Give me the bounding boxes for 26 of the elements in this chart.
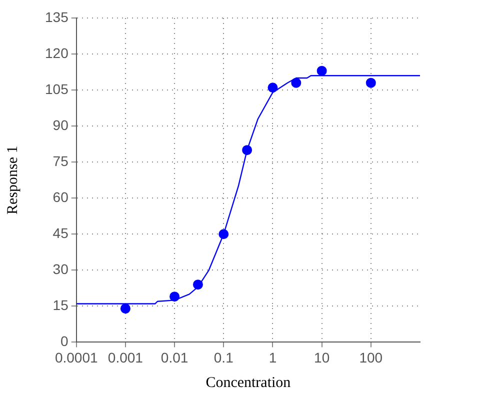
x-tick-label: 0.001 (108, 349, 144, 366)
y-tick-label: 90 (52, 116, 69, 133)
x-tick-label: 0.0001 (54, 349, 98, 366)
y-tick-label: 135 (45, 8, 69, 25)
y-tick-label: 0 (60, 333, 69, 350)
point (291, 78, 302, 88)
y-tick-label: 75 (52, 152, 69, 169)
x-tick-label: 0.1 (214, 349, 234, 366)
x-axis-title: Concentration (206, 374, 292, 391)
point (218, 229, 229, 240)
point (170, 292, 180, 302)
y-axis-title: Response 1 (4, 146, 21, 214)
point (316, 66, 327, 76)
x-tick-label: 1 (268, 349, 277, 366)
y-tick-label: 45 (52, 224, 69, 241)
point (192, 280, 203, 290)
point (242, 145, 252, 156)
y-tick-label: 15 (52, 297, 69, 314)
y-tick-label: 60 (52, 188, 69, 205)
y-tick-label: 120 (45, 44, 69, 61)
y-tick-label: 105 (45, 80, 69, 97)
x-tick-label: 0.01 (160, 349, 188, 366)
y-tick-label: 30 (52, 261, 69, 278)
x-tick-label: 100 (359, 349, 383, 366)
point (268, 82, 278, 93)
x-tick-label: 10 (314, 349, 330, 366)
